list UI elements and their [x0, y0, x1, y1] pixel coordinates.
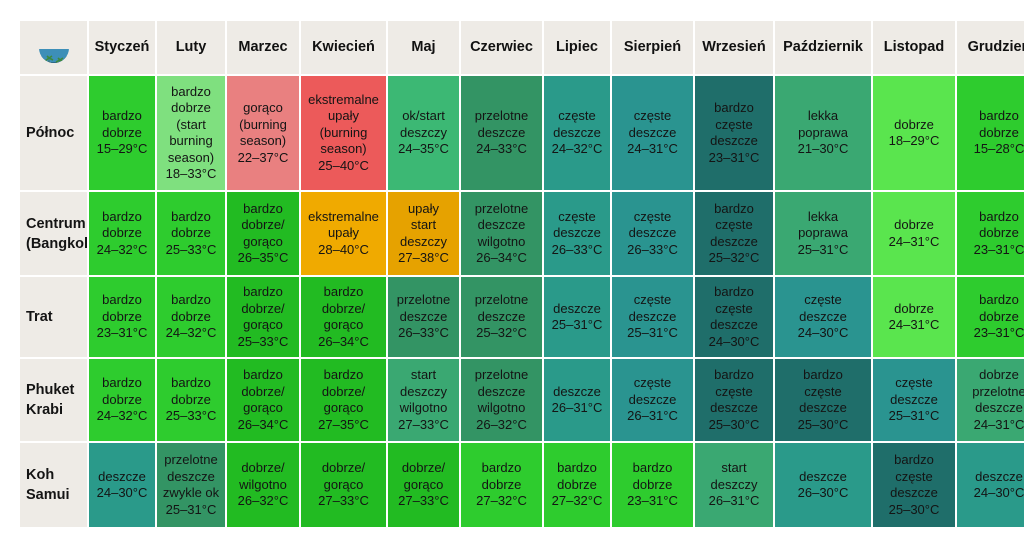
- weather-cell-centrum-bangkok-marzec: bardzo dobrze/ gorąco 26–35°C: [227, 192, 299, 275]
- weather-cell-centrum-bangkok-pazdziernik: lekka poprawa 25–31°C: [775, 192, 871, 275]
- weather-cell-polnoc-listopad: dobrze 18–29°C: [873, 76, 955, 190]
- month-header-styczen: Styczeń: [89, 21, 155, 74]
- month-header-maj: Maj: [388, 21, 459, 74]
- weather-cell-polnoc-pazdziernik: lekka poprawa 21–30°C: [775, 76, 871, 190]
- weather-cell-trat-czerwiec: przelotne deszcze 25–32°C: [461, 277, 542, 357]
- weather-cell-koh-samui-lipiec: bardzo dobrze 27–32°C: [544, 443, 610, 527]
- month-header-listopad: Listopad: [873, 21, 955, 74]
- weather-cell-phuket-krabi-pazdziernik: bardzo częste deszcze 25–30°C: [775, 359, 871, 441]
- weather-cell-polnoc-wrzesien: bardzo częste deszcze 23–31°C: [695, 76, 773, 190]
- weather-cell-koh-samui-sierpien: bardzo dobrze 23–31°C: [612, 443, 693, 527]
- weather-cell-phuket-krabi-czerwiec: przelotne deszcze wilgotno 26–32°C: [461, 359, 542, 441]
- weather-cell-koh-samui-marzec: dobrze/ wilgotno 26–32°C: [227, 443, 299, 527]
- weather-cell-polnoc-grudzien: bardzo dobrze 15–28°C: [957, 76, 1024, 190]
- weather-cell-phuket-krabi-marzec: bardzo dobrze/ gorąco 26–34°C: [227, 359, 299, 441]
- weather-cell-trat-styczen: bardzo dobrze 23–31°C: [89, 277, 155, 357]
- month-header-grudzien: Grudzień: [957, 21, 1024, 74]
- month-header-sierpien: Sierpień: [612, 21, 693, 74]
- weather-cell-koh-samui-kwiecien: dobrze/ gorąco 27–33°C: [301, 443, 386, 527]
- weather-cell-trat-marzec: bardzo dobrze/ gorąco 25–33°C: [227, 277, 299, 357]
- region-label-centrum-bangkok: Centrum (Bangkok): [20, 192, 87, 275]
- weather-cell-polnoc-kwiecien: ekstremalne upały (burning season) 25–40…: [301, 76, 386, 190]
- logo-cell: [20, 21, 87, 74]
- weather-cell-centrum-bangkok-kwiecien: ekstremalne upały 28–40°C: [301, 192, 386, 275]
- region-label-koh-samui: Koh Samui: [20, 443, 87, 527]
- month-header-kwiecien: Kwiecień: [301, 21, 386, 74]
- weather-cell-koh-samui-wrzesien: start deszczy 26–31°C: [695, 443, 773, 527]
- weather-cell-phuket-krabi-wrzesien: bardzo częste deszcze 25–30°C: [695, 359, 773, 441]
- weather-cell-phuket-krabi-listopad: częste deszcze 25–31°C: [873, 359, 955, 441]
- weather-cell-phuket-krabi-grudzien: dobrze przelotne deszcze 24–31°C: [957, 359, 1024, 441]
- weather-cell-phuket-krabi-styczen: bardzo dobrze 24–32°C: [89, 359, 155, 441]
- weather-cell-polnoc-marzec: gorąco (burning season) 22–37°C: [227, 76, 299, 190]
- month-header-lipiec: Lipiec: [544, 21, 610, 74]
- weather-cell-trat-luty: bardzo dobrze 24–32°C: [157, 277, 225, 357]
- weather-cell-trat-pazdziernik: częste deszcze 24–30°C: [775, 277, 871, 357]
- weather-cell-centrum-bangkok-wrzesien: bardzo częste deszcze 25–32°C: [695, 192, 773, 275]
- weather-cell-trat-kwiecien: bardzo dobrze/ gorąco 26–34°C: [301, 277, 386, 357]
- weather-cell-koh-samui-luty: przelotne deszcze zwykle ok 25–31°C: [157, 443, 225, 527]
- weather-cell-trat-listopad: dobrze 24–31°C: [873, 277, 955, 357]
- weather-cell-polnoc-luty: bardzo dobrze (start burning season) 18–…: [157, 76, 225, 190]
- weather-cell-phuket-krabi-luty: bardzo dobrze 25–33°C: [157, 359, 225, 441]
- weather-cell-centrum-bangkok-styczen: bardzo dobrze 24–32°C: [89, 192, 155, 275]
- weather-cell-trat-wrzesien: bardzo częste deszcze 24–30°C: [695, 277, 773, 357]
- region-label-phuket-krabi: Phuket Krabi: [20, 359, 87, 441]
- weather-cell-centrum-bangkok-lipiec: częste deszcze 26–33°C: [544, 192, 610, 275]
- month-header-pazdziernik: Październik: [775, 21, 871, 74]
- weather-cell-phuket-krabi-sierpien: częste deszcze 26–31°C: [612, 359, 693, 441]
- weather-cell-centrum-bangkok-listopad: dobrze 24–31°C: [873, 192, 955, 275]
- weather-cell-centrum-bangkok-grudzien: bardzo dobrze 23–31°C: [957, 192, 1024, 275]
- weather-cell-koh-samui-maj: dobrze/ gorąco 27–33°C: [388, 443, 459, 527]
- weather-cell-centrum-bangkok-sierpien: częste deszcze 26–33°C: [612, 192, 693, 275]
- weather-cell-phuket-krabi-kwiecien: bardzo dobrze/ gorąco 27–35°C: [301, 359, 386, 441]
- weather-cell-centrum-bangkok-luty: bardzo dobrze 25–33°C: [157, 192, 225, 275]
- climate-table: Styczeń Luty Marzec Kwiecień Maj Czerwiec Lipi…: [20, 21, 1024, 527]
- weather-cell-trat-sierpien: częste deszcze 25–31°C: [612, 277, 693, 357]
- month-header-czerwiec: Czerwiec: [461, 21, 542, 74]
- weather-cell-phuket-krabi-lipiec: deszcze 26–31°C: [544, 359, 610, 441]
- weather-cell-koh-samui-pazdziernik: deszcze 26–30°C: [775, 443, 871, 527]
- region-label-trat: Trat: [20, 277, 87, 357]
- weather-cell-trat-maj: przelotne deszcze 26–33°C: [388, 277, 459, 357]
- weather-cell-trat-grudzien: bardzo dobrze 23–31°C: [957, 277, 1024, 357]
- month-header-marzec: Marzec: [227, 21, 299, 74]
- weather-cell-centrum-bangkok-maj: upały start deszczy 27–38°C: [388, 192, 459, 275]
- month-header-luty: Luty: [157, 21, 225, 74]
- logo-icon: [38, 33, 69, 63]
- region-label-polnoc: Północ: [20, 76, 87, 190]
- weather-cell-koh-samui-styczen: deszcze 24–30°C: [89, 443, 155, 527]
- weather-cell-polnoc-lipiec: częste deszcze 24–32°C: [544, 76, 610, 190]
- weather-cell-polnoc-sierpien: częste deszcze 24–31°C: [612, 76, 693, 190]
- weather-cell-koh-samui-listopad: bardzo częste deszcze 25–30°C: [873, 443, 955, 527]
- weather-cell-koh-samui-grudzien: deszcze 24–30°C: [957, 443, 1024, 527]
- weather-cell-centrum-bangkok-czerwiec: przelotne deszcze wilgotno 26–34°C: [461, 192, 542, 275]
- weather-cell-koh-samui-czerwiec: bardzo dobrze 27–32°C: [461, 443, 542, 527]
- weather-cell-trat-lipiec: deszcze 25–31°C: [544, 277, 610, 357]
- weather-cell-polnoc-czerwiec: przelotne deszcze 24–33°C: [461, 76, 542, 190]
- weather-cell-polnoc-maj: ok/start deszczy 24–35°C: [388, 76, 459, 190]
- weather-cell-polnoc-styczen: bardzo dobrze 15–29°C: [89, 76, 155, 190]
- weather-cell-phuket-krabi-maj: start deszczy wilgotno 27–33°C: [388, 359, 459, 441]
- month-header-wrzesien: Wrzesień: [695, 21, 773, 74]
